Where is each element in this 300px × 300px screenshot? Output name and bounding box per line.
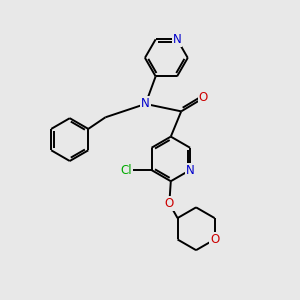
Text: O: O [165,197,174,210]
Text: N: N [173,33,182,46]
Text: Cl: Cl [120,164,132,177]
Text: N: N [141,98,150,110]
Text: N: N [186,164,194,177]
Text: O: O [199,92,208,104]
Text: O: O [210,233,219,246]
